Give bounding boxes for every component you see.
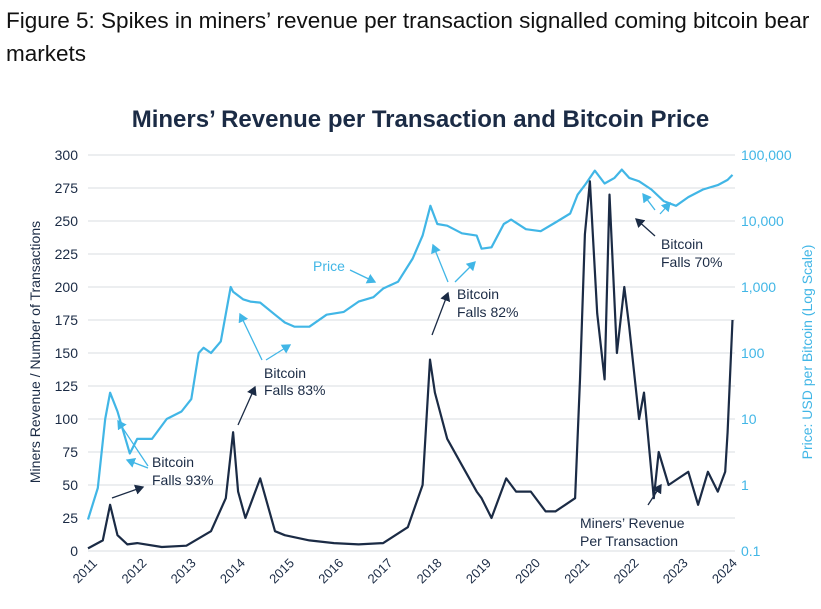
x-tick-label: 2018 [414,555,445,586]
right-tick-label: 10,000 [741,213,784,229]
left-tick-label: 150 [55,345,79,361]
gridlines [88,154,735,552]
chart-title: Miners’ Revenue per Transaction and Bitc… [131,106,710,133]
arrow-2011-b [117,419,149,467]
left-tick-label: 250 [55,213,79,229]
x-tick-label: 2012 [118,555,149,586]
right-axis: 0.1 1 10 100 1,000 10,000 100,000 [741,147,792,559]
annotation-revenue-line1: Miners’ Revenue [580,515,685,531]
arrow-2018-a [431,291,451,336]
x-tick-label: 2013 [168,555,199,586]
left-tick-label: 125 [55,378,79,394]
x-tick-label: 2016 [315,555,346,586]
x-tick-label: 2017 [364,555,395,586]
annotation-2014-falls: Falls 83% [264,382,325,398]
x-tick-label: 2011 [70,556,100,586]
left-tick-label: 300 [55,147,79,163]
arrow-2014-a [237,385,257,426]
annotation-2018-falls: Falls 82% [457,304,518,320]
annotation-2011-falls: Falls 93% [152,472,213,488]
left-tick-label: 225 [55,246,79,262]
left-tick-label: 200 [55,279,79,295]
revenue-series-line [87,180,734,550]
left-axis: 0 25 50 75 100 125 150 175 200 225 250 275 300 [55,147,79,559]
annotation-2011-bitcoin: Bitcoin [152,454,194,470]
right-tick-label: 100 [741,345,765,361]
right-tick-label: 0.1 [741,543,761,559]
right-tick-label: 1,000 [741,279,776,295]
x-axis: 2011 2012 2013 2014 2015 2016 2017 2018 2019 2020… [70,555,740,586]
left-axis-label: Miners Revenue / Number of Transactions [27,221,43,483]
left-tick-label: 100 [55,411,79,427]
annotation-revenue-line2: Per Transaction [580,533,678,549]
annotation-price: Price [313,258,345,274]
arrow-2018-b [431,243,449,283]
x-tick-label: 2024 [709,555,740,586]
left-tick-label: 50 [62,477,78,493]
annotation-2022-falls: Falls 70% [661,254,722,270]
arrow-2014-b [238,312,263,361]
annotation-2018-bitcoin: Bitcoin [457,286,499,302]
price-series-line [86,168,734,520]
arrow-2011-a [111,484,145,499]
x-tick-label: 2015 [266,555,297,586]
annotation-2022-bitcoin: Bitcoin [661,236,703,252]
right-tick-label: 100,000 [741,147,792,163]
arrow-2018-c [454,261,476,283]
arrow-price [349,269,377,284]
arrow-2022-b [642,192,656,211]
x-tick-label: 2019 [463,555,494,586]
arrow-2022-c [659,202,671,215]
left-tick-label: 25 [62,510,78,526]
left-tick-label: 0 [70,543,78,559]
right-tick-label: 1 [741,477,749,493]
annotation-2014-bitcoin: Bitcoin [264,365,306,381]
x-tick-label: 2020 [512,555,543,586]
arrow-2014-c [265,344,292,361]
left-tick-label: 275 [55,180,79,196]
arrow-revenue [647,483,662,506]
right-tick-label: 10 [741,411,757,427]
arrow-2011-c [125,457,149,469]
x-tick-label: 2023 [660,555,691,586]
right-axis-label: Price: USD per Bitcoin (Log Scale) [799,245,815,460]
x-tick-label: 2021 [561,555,592,586]
x-tick-label: 2022 [611,555,642,586]
figure-caption: Figure 5: Spikes in miners’ revenue per … [6,8,810,66]
left-tick-label: 75 [62,444,78,460]
left-tick-label: 175 [55,312,79,328]
x-tick-label: 2014 [217,555,248,586]
arrow-2022-a [635,218,656,237]
